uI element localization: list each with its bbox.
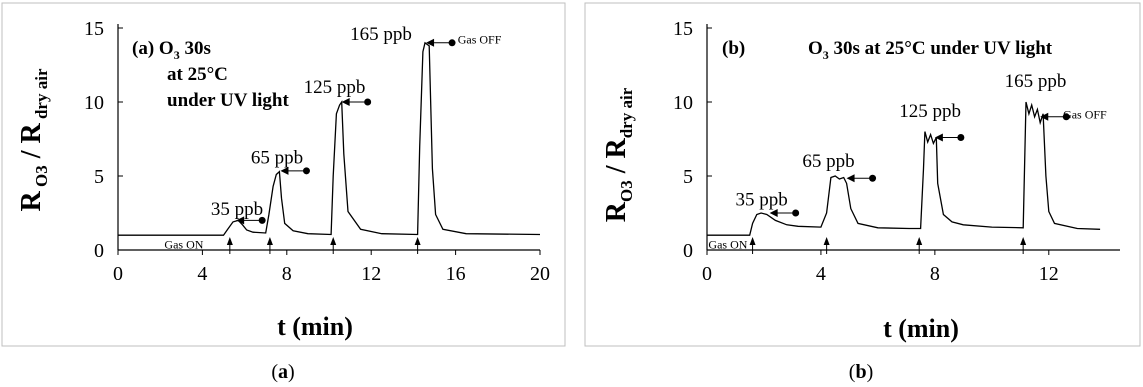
panel-a-xlabel: t (min) bbox=[277, 312, 353, 341]
y-tick-label: 0 bbox=[683, 240, 693, 262]
gas-on-arrowhead bbox=[749, 237, 756, 245]
svg-text:O3 30s at 25°C under UV light: O3 30s at 25°C under UV light bbox=[808, 38, 1053, 62]
panel-b-caption: (b) bbox=[849, 361, 873, 383]
gas-on-arrowhead bbox=[330, 237, 337, 245]
x-tick-label: 12 bbox=[361, 263, 381, 285]
gas-on-arrowhead bbox=[226, 237, 233, 245]
x-tick-label: 4 bbox=[197, 263, 207, 285]
gas-off-dot bbox=[957, 134, 965, 142]
concentration-label: 35 ppb bbox=[211, 199, 263, 220]
svg-text:at 25°C: at 25°C bbox=[167, 64, 228, 85]
svg-text:(b): (b) bbox=[722, 38, 745, 59]
y-tick-label: 5 bbox=[94, 166, 104, 188]
panel-b-plot: 0 5 10 15 0 4 8 12 35 ppb 65 ppb 125 ppb 165 ppb Gas… bbox=[673, 18, 1120, 285]
panel-a-ylabel: R O3 / R dry air bbox=[16, 68, 51, 211]
x-tick-label: 8 bbox=[930, 263, 940, 285]
panel-b-annotation: (b) O3 30s at 25°C under UV light bbox=[722, 38, 1053, 62]
gas-off-arrowhead bbox=[236, 216, 245, 225]
concentration-label: 165 ppb bbox=[350, 24, 412, 45]
x-tick-label: 20 bbox=[530, 263, 550, 285]
panel-a-annotation: (a) O3 30s at 25°C under UV light bbox=[132, 38, 289, 111]
gas-on-arrowhead bbox=[916, 237, 923, 245]
panel-b-signal-line bbox=[707, 101, 1101, 236]
gas-off-arrowhead bbox=[341, 98, 350, 106]
gas-off-arrowhead bbox=[1040, 112, 1049, 121]
concentration-label: 65 ppb bbox=[802, 151, 854, 172]
gas-status-label: Gas OFF bbox=[1063, 107, 1107, 121]
gas-off-dot bbox=[364, 98, 372, 106]
gas-off-dot bbox=[1062, 113, 1070, 121]
gas-off-arrowhead bbox=[934, 133, 943, 142]
panel-b-ylabel: RO3 / Rdry air bbox=[601, 87, 636, 222]
concentration-label: 125 ppb bbox=[304, 77, 366, 98]
svg-text:(a) O3 30s: (a) O3 30s bbox=[132, 38, 211, 62]
x-tick-label: 0 bbox=[113, 263, 123, 285]
gas-off-arrowhead bbox=[846, 174, 855, 183]
x-tick-label: 8 bbox=[282, 263, 292, 285]
gas-off-dot bbox=[302, 167, 310, 175]
x-tick-label: 16 bbox=[446, 263, 466, 285]
y-tick-label: 10 bbox=[673, 92, 693, 114]
y-tick-label: 5 bbox=[683, 166, 693, 188]
x-tick-label: 0 bbox=[702, 263, 712, 285]
concentration-label: 165 ppb bbox=[1005, 71, 1067, 92]
gas-off-dot bbox=[792, 209, 800, 217]
gas-status-label: Gas ON bbox=[708, 238, 747, 252]
gas-on-arrowhead bbox=[266, 237, 273, 245]
panel-a-signal-line bbox=[118, 41, 541, 236]
gas-off-dot bbox=[869, 174, 877, 182]
concentration-label: 35 ppb bbox=[735, 190, 787, 211]
y-tick-label: 15 bbox=[673, 18, 693, 40]
panel-b: 0 5 10 15 0 4 8 12 35 ppb 65 ppb 125 ppb 165 ppb Gas… bbox=[584, 2, 1141, 383]
panel-b-frame bbox=[584, 2, 1141, 347]
gas-off-arrowhead bbox=[769, 209, 778, 217]
concentration-label: 65 ppb bbox=[251, 147, 303, 168]
gas-off-arrowhead bbox=[426, 38, 435, 47]
x-tick-label: 4 bbox=[816, 263, 826, 285]
x-tick-label: 12 bbox=[1039, 263, 1059, 285]
panel-a-frame bbox=[1, 2, 566, 347]
panel-a-caption: (a) bbox=[271, 361, 294, 383]
y-tick-label: 0 bbox=[94, 240, 104, 262]
panel-b-xlabel: t (min) bbox=[883, 314, 959, 343]
gas-status-label: Gas OFF bbox=[458, 33, 502, 47]
panel-a: 0 5 10 15 0 4 8 12 16 20 35 ppb 65 ppb 125 ppb 165 pp… bbox=[1, 2, 566, 383]
panel-a-plot: 0 5 10 15 0 4 8 12 16 20 35 ppb 65 ppb 125 ppb 165 pp… bbox=[84, 18, 550, 285]
y-tick-label: 15 bbox=[84, 18, 104, 40]
gas-status-label: Gas ON bbox=[164, 238, 203, 252]
y-tick-label: 10 bbox=[84, 92, 104, 114]
gas-off-arrowhead bbox=[280, 166, 289, 175]
concentration-label: 125 ppb bbox=[899, 101, 961, 122]
svg-text:under UV light: under UV light bbox=[167, 90, 289, 111]
gas-on-arrowhead bbox=[414, 237, 421, 245]
gas-off-dot bbox=[448, 39, 456, 47]
gas-off-dot bbox=[258, 216, 266, 224]
gas-on-arrowhead bbox=[823, 237, 830, 245]
gas-on-arrowhead bbox=[1020, 237, 1027, 245]
